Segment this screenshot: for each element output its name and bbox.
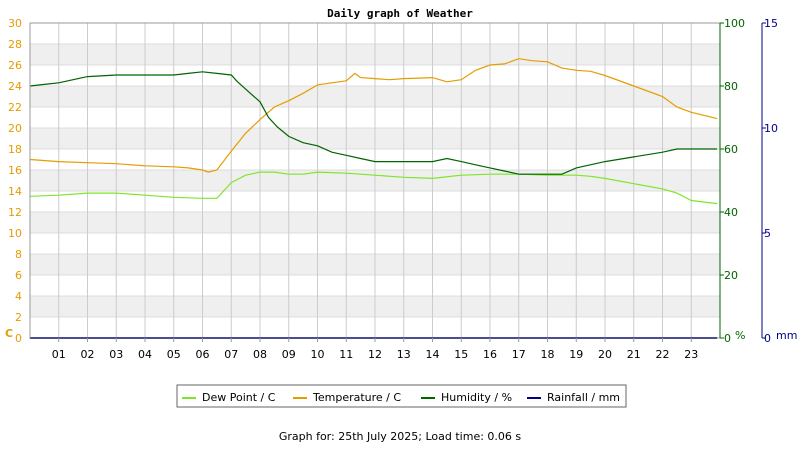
x-tick-label: 12: [368, 348, 382, 361]
humidity-tick-label: 80: [724, 80, 738, 93]
x-tick-label: 10: [311, 348, 325, 361]
x-tick-label: 04: [138, 348, 152, 361]
temperature-tick-label: 6: [15, 269, 22, 282]
x-tick-label: 20: [598, 348, 612, 361]
x-tick-label: 22: [656, 348, 670, 361]
rainfall-tick-label: 10: [764, 122, 778, 135]
temperature-tick-label: 20: [8, 122, 22, 135]
x-tick-label: 16: [483, 348, 497, 361]
series-line-1: [29, 58, 718, 173]
temperature-tick-label: 0: [15, 332, 22, 345]
humidity-axis-unit: %: [735, 329, 745, 342]
series-line-2: [29, 71, 718, 175]
temperature-tick-label: 22: [8, 101, 22, 114]
x-tick-label: 08: [253, 348, 267, 361]
x-tick-label: 18: [541, 348, 555, 361]
temperature-tick-label: 2: [15, 311, 22, 324]
temperature-tick-label: 24: [8, 80, 22, 93]
footer-text: Graph for: 25th July 2025; Load time: 0.…: [278, 430, 522, 443]
vertical-gridlines: [58, 23, 692, 338]
series-line-0: [29, 171, 718, 205]
x-tick-label: 14: [426, 348, 440, 361]
legend-label: Rainfall / mm: [547, 391, 620, 404]
rainfall-axis-unit: mm: [776, 329, 797, 342]
temperature-tick-label: 30: [8, 17, 22, 30]
humidity-tick-label: 40: [724, 206, 738, 219]
temperature-axis-unit: C: [5, 327, 13, 340]
x-tick-label: 01: [52, 348, 66, 361]
x-tick-label: 21: [627, 348, 641, 361]
temperature-tick-label: 14: [8, 185, 22, 198]
x-tick-label: 15: [454, 348, 468, 361]
legend-label: Dew Point / C: [202, 391, 276, 404]
legend: Dew Point / C Temperature / C Humidity / %…: [176, 384, 627, 408]
x-tick-label: 03: [109, 348, 123, 361]
rainfall-tick-label: 5: [764, 227, 771, 240]
temperature-tick-label: 8: [15, 248, 22, 261]
temperature-tick-label: 10: [8, 227, 22, 240]
rainfall-tick-label: 0: [764, 332, 771, 345]
temperature-tick-label: 16: [8, 164, 22, 177]
humidity-tick-label: 20: [724, 269, 738, 282]
rainfall-axis-ticks: 0 5 10 15: [762, 17, 778, 345]
humidity-tick-label: 0: [724, 332, 731, 345]
x-axis-ticks: 01 02 03 04 05 06 07 08 09 10 11 12 13 14 15 16 17 18 19 20…: [52, 338, 698, 361]
temperature-tick-label: 4: [15, 290, 22, 303]
x-tick-label: 07: [224, 348, 238, 361]
x-tick-label: 09: [282, 348, 296, 361]
x-tick-label: 02: [81, 348, 95, 361]
chart-title: Daily graph of Weather: [327, 7, 473, 20]
x-tick-label: 19: [569, 348, 583, 361]
temperature-tick-label: 12: [8, 206, 22, 219]
humidity-axis-ticks: 20 40 60 80 100 0: [720, 17, 745, 345]
humidity-tick-label: 60: [724, 143, 738, 156]
x-tick-label: 05: [167, 348, 181, 361]
legend-label: Humidity / %: [441, 391, 512, 404]
x-tick-label: 17: [512, 348, 526, 361]
temperature-tick-label: 28: [8, 38, 22, 51]
temperature-tick-label: 18: [8, 143, 22, 156]
x-tick-label: 11: [339, 348, 353, 361]
legend-label: Temperature / C: [312, 391, 401, 404]
x-tick-label: 13: [397, 348, 411, 361]
rainfall-tick-label: 15: [764, 17, 778, 30]
x-tick-label: 06: [196, 348, 210, 361]
x-tick-label: 23: [684, 348, 698, 361]
temperature-tick-label: 26: [8, 59, 22, 72]
humidity-tick-label: 100: [724, 17, 745, 30]
